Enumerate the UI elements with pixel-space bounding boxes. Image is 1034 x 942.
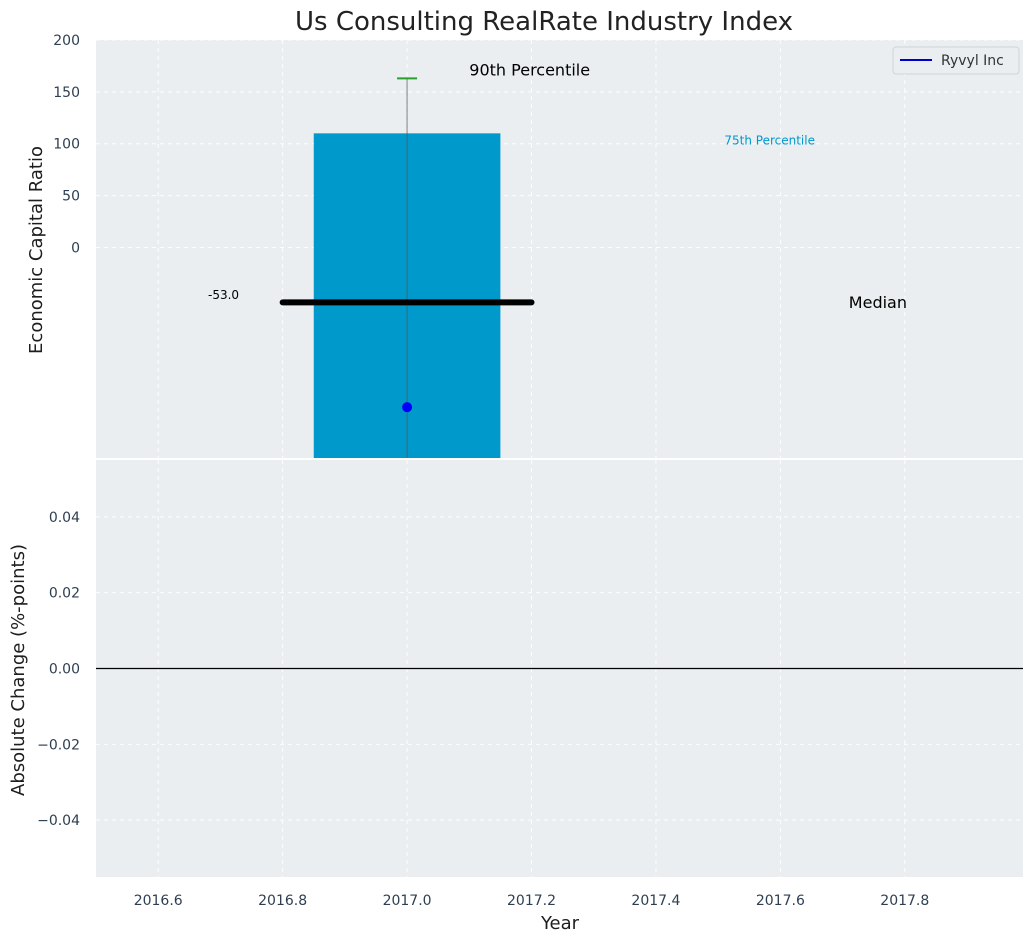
top-y-tick-label-3: 150 [53, 85, 80, 101]
legend-label-ryvyl: Ryvyl Inc [941, 53, 1004, 69]
x-tick-label-6: 2017.8 [880, 893, 929, 909]
chart-title: Us Consulting RealRate Industry Index [295, 7, 793, 37]
x-tick-label-2: 2017.0 [383, 893, 432, 909]
annotation-90th-percentile: 90th Percentile [469, 60, 590, 79]
bottom-y-tick-label-2: 0.00 [49, 662, 80, 678]
top-y-tick-label-1: 50 [62, 189, 80, 205]
bottom-y-tick-label-4: 0.04 [49, 510, 80, 526]
x-tick-label-4: 2017.4 [631, 893, 680, 909]
annotation-median-value: -53.0 [208, 288, 239, 302]
x-tick-label-1: 2016.8 [258, 893, 307, 909]
top-y-tick-label-4: 200 [53, 33, 80, 49]
top-y-tick-label-0: 0 [71, 240, 80, 256]
bottom-y-tick-label-0: −0.04 [37, 813, 80, 829]
bottom-y-axis-title: Absolute Change (%-points) [8, 544, 29, 796]
bottom-y-tick-label-3: 0.02 [49, 586, 80, 602]
bottom-y-tick-label-1: −0.02 [37, 737, 80, 753]
annotation-median: Median [849, 293, 907, 312]
top-y-tick-label-2: 100 [53, 137, 80, 153]
top-y-axis-title: Economic Capital Ratio [26, 146, 47, 354]
legend-box [892, 46, 1020, 75]
ryvyl-point [402, 402, 413, 413]
annotation-75th-percentile: 75th Percentile [724, 134, 815, 148]
x-tick-label-3: 2017.2 [507, 893, 556, 909]
x-tick-label-5: 2017.6 [756, 893, 805, 909]
top-plot-area [96, 40, 1023, 458]
legend: Ryvyl Inc [892, 46, 1020, 75]
x-axis-title: Year [540, 913, 580, 934]
x-tick-label-0: 2016.6 [134, 893, 183, 909]
